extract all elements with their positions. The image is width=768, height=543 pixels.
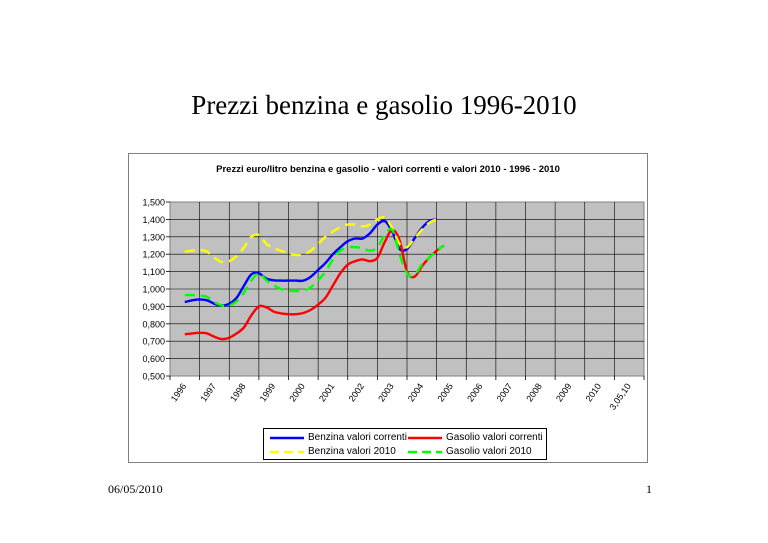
chart-frame: Prezzi euro/litro benzina e gasolio - va… [128, 153, 648, 463]
x-tick-label: 2009 [554, 381, 574, 403]
x-tick-label: 2003 [376, 381, 396, 403]
page-number: 1 [646, 482, 652, 496]
legend-swatch-benzina-2010 [270, 450, 304, 454]
legend-label-benzina-correnti: Benzina valori correnti [308, 432, 407, 443]
x-tick-label: 2007 [495, 381, 515, 403]
x-tick-label: 1999 [258, 381, 278, 403]
footer-date: 06/05/2010 [108, 482, 163, 496]
y-tick-label: 0,600 [142, 354, 165, 364]
x-tick-label: 2001 [317, 381, 337, 403]
y-tick-label: 1,400 [142, 215, 165, 225]
legend-swatch-gasolio-correnti [408, 436, 442, 440]
y-tick-label: 0,800 [142, 319, 165, 329]
y-tick-label: 1,100 [142, 267, 165, 277]
y-tick-label: 1,300 [142, 232, 165, 242]
series-line-0 [184, 218, 437, 307]
y-tick-label: 0,900 [142, 302, 165, 312]
legend-label-gasolio-correnti: Gasolio valori correnti [446, 432, 543, 443]
x-tick-label: 2005 [435, 381, 455, 403]
y-tick-label: 0,500 [142, 372, 165, 382]
chart-title: Prezzi euro/litro benzina e gasolio - va… [216, 164, 560, 175]
y-tick-label: 1,500 [142, 198, 165, 208]
x-tick-label: 2008 [524, 381, 544, 403]
legend-label-gasolio-2010: Gasolio valori 2010 [446, 446, 532, 457]
x-tick-label: 2010 [584, 381, 604, 403]
slide-title: Prezzi benzina e gasolio 1996-2010 [191, 90, 577, 120]
series-line-3 [184, 227, 445, 308]
line-chart: 1,500 1,400 1,300 1,200 1,100 1,000 0,900 0,800… [142, 198, 645, 412]
legend-swatch-benzina-correnti [270, 436, 304, 440]
series-line-2 [184, 215, 438, 264]
y-tick-label: 0,700 [142, 337, 165, 347]
x-tick-label: 1997 [198, 381, 218, 403]
x-tick-label: 2000 [287, 381, 307, 403]
y-tick-label: 1,200 [142, 250, 165, 260]
x-tick-label: 1998 [228, 381, 248, 403]
x-tick-label: 3,05,10 [607, 381, 632, 411]
series-line-1 [184, 228, 445, 341]
legend-label-benzina-2010: Benzina valori 2010 [308, 446, 396, 457]
legend-swatch-gasolio-2010 [408, 450, 442, 454]
x-tick-label: 2004 [406, 381, 426, 403]
x-tick-label: 2002 [347, 381, 367, 403]
chart-legend: Benzina valori correnti Gasolio valori c… [263, 428, 547, 460]
x-tick-label: 2006 [465, 381, 485, 403]
x-tick-label: 1996 [169, 381, 189, 403]
y-tick-label: 1,000 [142, 285, 165, 295]
